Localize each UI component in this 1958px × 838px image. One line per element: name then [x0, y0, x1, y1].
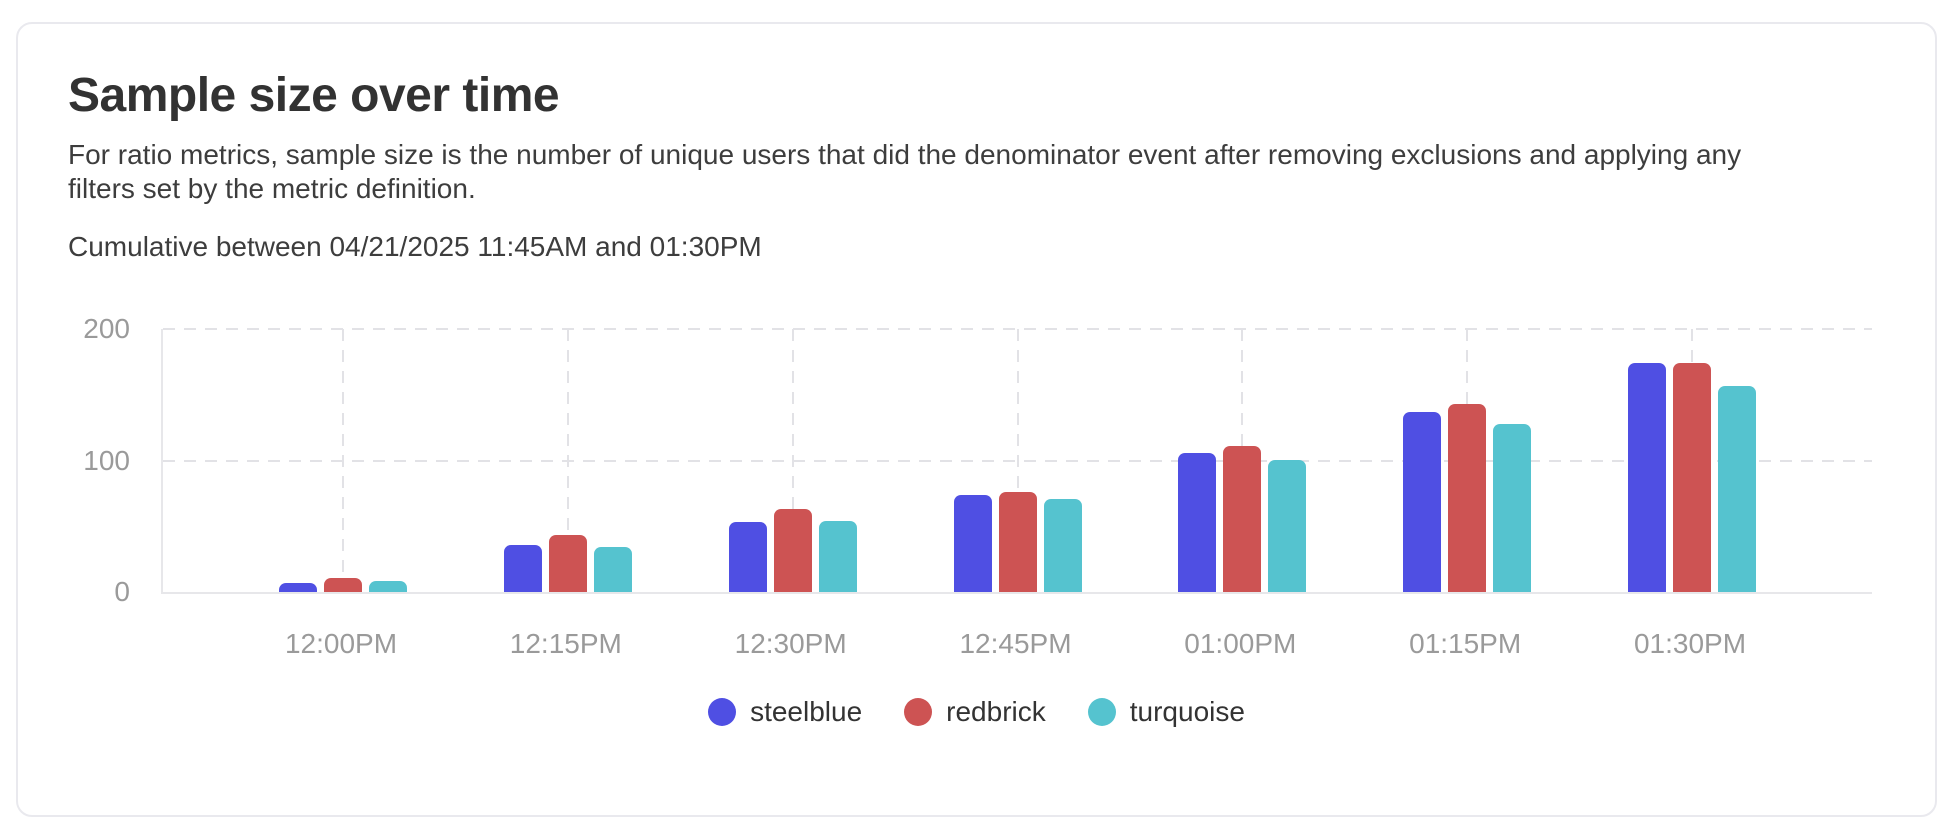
sample-size-card: Sample size over time For ratio metrics,…	[16, 22, 1937, 817]
bar-redbrick-12:45PM[interactable]	[998, 492, 1037, 592]
bar-steelblue-12:30PM[interactable]	[728, 522, 767, 592]
bar-redbrick-12:00PM[interactable]	[324, 578, 362, 592]
legend-item-redbrick[interactable]: redbrick	[904, 695, 1046, 729]
bar-redbrick-01:15PM[interactable]	[1448, 404, 1487, 592]
legend-item-steelblue[interactable]: steelblue	[708, 695, 862, 729]
bar-redbrick-12:15PM[interactable]	[548, 535, 587, 592]
bar-steelblue-12:15PM[interactable]	[503, 545, 542, 592]
chart-plot-area	[161, 328, 1872, 594]
legend-label: steelblue	[750, 696, 863, 727]
chart-title: Sample size over time	[68, 69, 560, 122]
bar-steelblue-12:45PM[interactable]	[953, 495, 992, 592]
chart-description-line-1: For ratio metrics, sample size is the nu…	[68, 139, 1742, 170]
bar-group-12:00PM	[279, 578, 407, 592]
v-gridline	[566, 329, 569, 592]
bar-steelblue-01:00PM[interactable]	[1178, 453, 1217, 592]
bar-steelblue-01:30PM[interactable]	[1628, 363, 1666, 592]
legend-label: redbrick	[946, 696, 1046, 727]
x-axis-tick-label: 12:45PM	[959, 628, 1072, 659]
x-axis-tick-label: 01:15PM	[1409, 628, 1522, 659]
bar-group-01:15PM	[1403, 404, 1532, 592]
v-gridline	[342, 329, 344, 592]
bar-turquoise-12:45PM[interactable]	[1043, 499, 1082, 592]
bar-turquoise-12:15PM[interactable]	[593, 547, 632, 592]
v-gridline	[1016, 329, 1019, 592]
legend-label: turquoise	[1129, 696, 1245, 727]
bar-steelblue-01:15PM[interactable]	[1403, 412, 1442, 592]
bar-turquoise-01:15PM[interactable]	[1493, 424, 1532, 592]
chart-description-line-2: filters set by the metric definition.	[68, 173, 476, 204]
x-axis-tick-label: 01:30PM	[1633, 628, 1747, 659]
bar-steelblue-12:00PM[interactable]	[279, 583, 317, 592]
bar-group-12:15PM	[503, 535, 632, 592]
date-range-label: Cumulative between 04/21/2025 11:45AM an…	[68, 231, 762, 262]
bar-group-12:45PM	[953, 492, 1082, 592]
bar-redbrick-12:30PM[interactable]	[773, 509, 812, 592]
x-axis-tick-label: 12:30PM	[734, 628, 847, 659]
y-axis-tick-label: 0	[114, 576, 130, 607]
chart-legend: steelblue redbrick turquoise	[18, 695, 1935, 729]
bar-group-01:00PM	[1178, 446, 1307, 592]
bar-turquoise-12:30PM[interactable]	[818, 521, 857, 592]
bar-turquoise-01:30PM[interactable]	[1718, 386, 1756, 592]
bar-redbrick-01:30PM[interactable]	[1673, 363, 1711, 592]
legend-item-turquoise[interactable]: turquoise	[1087, 695, 1245, 729]
bar-turquoise-12:00PM[interactable]	[369, 581, 407, 592]
bar-redbrick-01:00PM[interactable]	[1223, 446, 1262, 592]
v-gridline	[791, 329, 794, 592]
chart-description: For ratio metrics, sample size is the nu…	[68, 138, 1868, 206]
y-axis-tick-label: 100	[83, 444, 130, 476]
x-axis-tick-label: 12:00PM	[284, 628, 398, 659]
steelblue-swatch-icon	[708, 698, 737, 726]
redbrick-swatch-icon	[904, 698, 933, 726]
x-axis-tick-label: 12:15PM	[509, 628, 622, 659]
bar-group-12:30PM	[728, 509, 857, 592]
bar-group-01:30PM	[1628, 363, 1756, 592]
x-axis-tick-label: 01:00PM	[1184, 628, 1297, 659]
y-axis-tick-label: 200	[83, 313, 130, 344]
turquoise-swatch-icon	[1087, 698, 1116, 726]
bar-turquoise-01:00PM[interactable]	[1268, 460, 1307, 592]
